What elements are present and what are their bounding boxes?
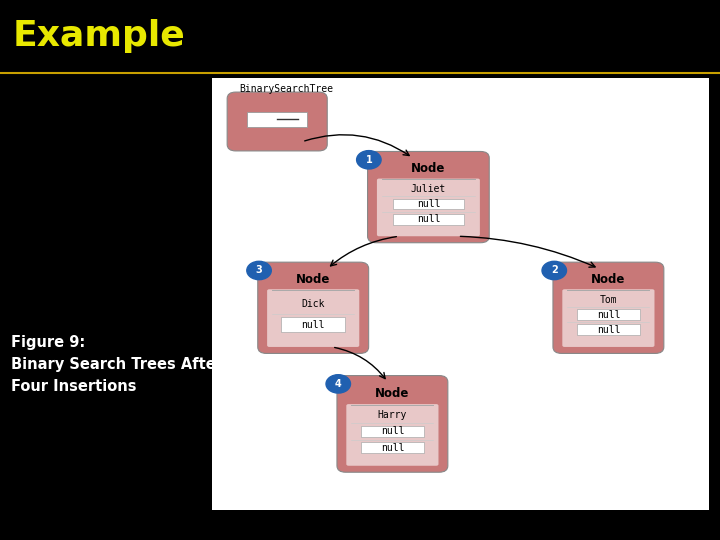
Text: Node: Node [375,387,410,400]
FancyBboxPatch shape [562,289,654,347]
Text: 3: 3 [256,266,262,275]
Text: Node: Node [591,273,626,286]
FancyBboxPatch shape [346,404,438,465]
FancyBboxPatch shape [337,376,448,472]
Text: Example: Example [13,19,186,53]
FancyBboxPatch shape [377,179,480,237]
FancyBboxPatch shape [393,199,464,210]
FancyBboxPatch shape [577,309,640,320]
Text: BinarySearchTree: BinarySearchTree [239,84,333,94]
Text: Figure 9:
Binary Search Trees After
Four Insertions: Figure 9: Binary Search Trees After Four… [11,335,222,394]
FancyBboxPatch shape [367,151,490,243]
Text: Node: Node [296,273,330,286]
Circle shape [542,261,567,280]
Text: null: null [302,320,325,329]
Text: null: null [417,214,440,224]
Text: Juliet: Juliet [411,184,446,194]
Text: Dick: Dick [302,299,325,308]
Text: null: null [381,427,404,436]
Text: Tom: Tom [600,295,617,305]
Circle shape [326,375,351,393]
FancyBboxPatch shape [258,262,369,354]
Circle shape [356,151,381,169]
FancyBboxPatch shape [212,78,709,510]
FancyBboxPatch shape [267,289,359,347]
FancyBboxPatch shape [248,112,307,126]
Text: 4: 4 [335,379,341,389]
FancyBboxPatch shape [361,442,424,454]
FancyBboxPatch shape [393,214,464,225]
FancyBboxPatch shape [553,262,664,354]
Text: null: null [597,325,620,335]
Circle shape [247,261,271,280]
Text: Harry: Harry [378,410,407,420]
FancyBboxPatch shape [228,92,327,151]
Text: null: null [417,199,440,209]
Text: 2: 2 [551,266,557,275]
FancyBboxPatch shape [282,317,345,332]
Text: Node: Node [411,162,446,175]
FancyBboxPatch shape [361,426,424,437]
FancyBboxPatch shape [577,325,640,335]
Text: 1: 1 [366,155,372,165]
Text: null: null [381,443,404,453]
Text: null: null [597,310,620,320]
